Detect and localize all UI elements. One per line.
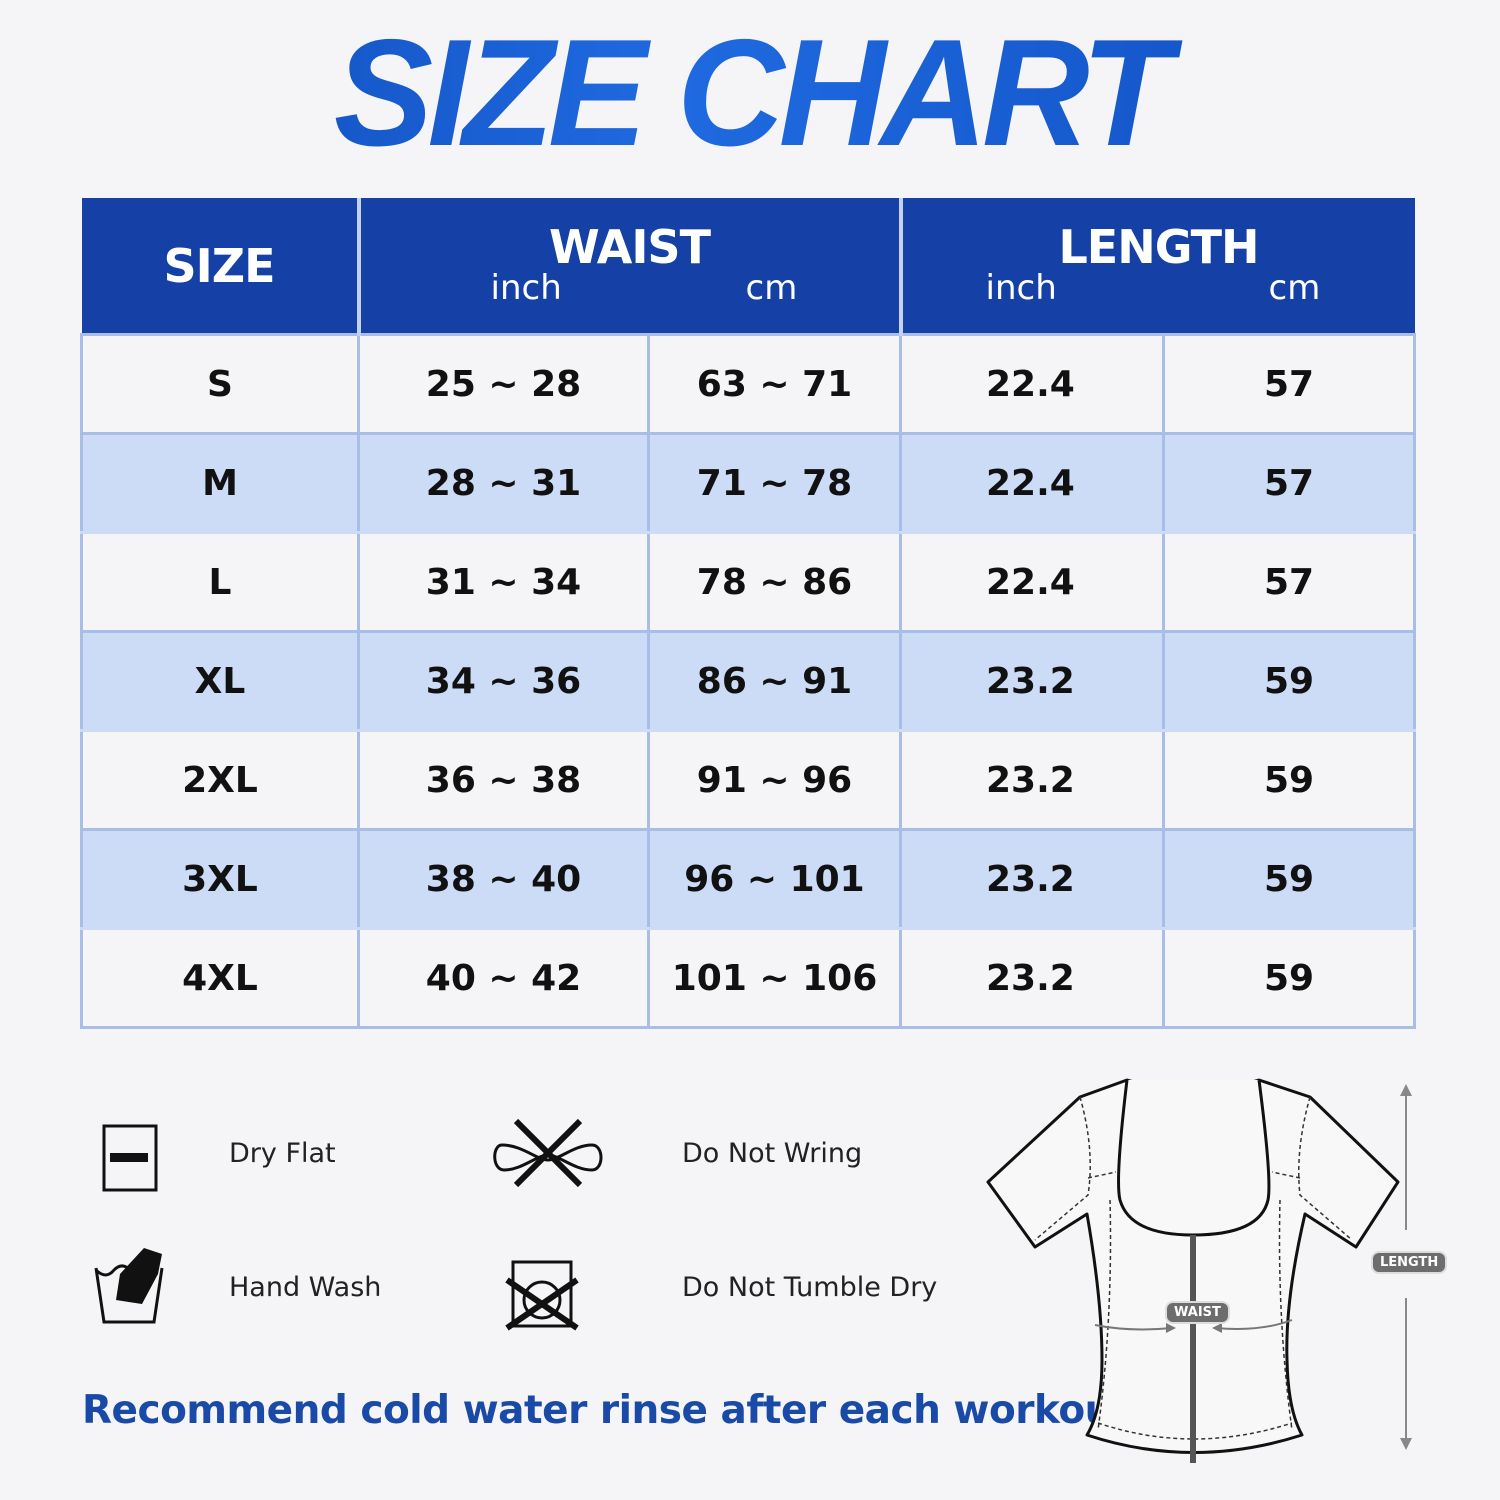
header-size: SIZE [81,198,361,335]
dry-flat-icon [102,1124,158,1192]
do-not-tumble-dry-label: Do Not Tumble Dry [682,1272,938,1303]
cell-waist-cm: 96 ~ 101 [647,828,902,930]
header-length-inch: inch [985,268,1057,308]
do-not-wring-label: Do Not Wring [682,1138,863,1169]
cell-length-cm: 57 [1162,531,1416,633]
cell-length-inch: 23.2 [899,927,1165,1029]
cell-waist-inch: 36 ~ 38 [357,729,650,831]
cell-size: XL [80,630,360,732]
cell-length-inch: 23.2 [899,729,1165,831]
cell-waist-inch: 34 ~ 36 [357,630,650,732]
cell-waist-inch: 31 ~ 34 [357,531,650,633]
table-row: M 28 ~ 31 71 ~ 78 22.4 57 [80,432,1416,534]
table-row: 3XL 38 ~ 40 96 ~ 101 23.2 59 [80,828,1416,930]
header-waist-cm: cm [745,268,798,308]
cell-length-inch: 22.4 [899,333,1165,435]
care-note: Recommend cold water rinse after each wo… [82,1388,1145,1433]
cell-size: 3XL [80,828,360,930]
table-row: L 31 ~ 34 78 ~ 86 22.4 57 [80,531,1416,633]
cell-size: S [80,333,360,435]
cell-waist-cm: 71 ~ 78 [647,432,902,534]
cell-length-inch: 22.4 [899,531,1165,633]
cell-waist-inch: 40 ~ 42 [357,927,650,1029]
cell-waist-inch: 28 ~ 31 [357,432,650,534]
cell-waist-cm: 101 ~ 106 [647,927,902,1029]
do-not-tumble-dry-icon [505,1260,579,1331]
cell-size: M [80,432,360,534]
header-length: LENGTH inch cm [898,198,1415,335]
cell-size: 2XL [80,729,360,831]
cell-waist-cm: 78 ~ 86 [647,531,902,633]
cell-size: L [80,531,360,633]
table-row: 4XL 40 ~ 42 101 ~ 106 23.2 59 [80,927,1416,1029]
cell-waist-inch: 38 ~ 40 [357,828,650,930]
do-not-wring-icon [493,1118,603,1188]
cell-length-cm: 59 [1162,927,1416,1029]
cell-length-cm: 57 [1162,333,1416,435]
hand-wash-label: Hand Wash [229,1272,382,1303]
cell-waist-cm: 86 ~ 91 [647,630,902,732]
table-row: XL 34 ~ 36 86 ~ 91 23.2 59 [80,630,1416,732]
cell-waist-inch: 25 ~ 28 [357,333,650,435]
size-table: SIZE WAIST inch cm LENGTH inch cm S 25 ~ … [80,198,1416,1029]
table-row: 2XL 36 ~ 38 91 ~ 96 23.2 59 [80,729,1416,831]
page-title: SIZE CHART [15,17,1485,169]
cell-waist-cm: 91 ~ 96 [647,729,902,831]
cell-length-inch: 23.2 [899,828,1165,930]
cell-waist-cm: 63 ~ 71 [647,333,902,435]
cell-length-cm: 59 [1162,729,1416,831]
table-row: S 25 ~ 28 63 ~ 71 22.4 57 [80,333,1416,435]
cell-length-cm: 59 [1162,630,1416,732]
length-label: LENGTH [1371,1251,1448,1274]
garment-diagram [986,1078,1412,1463]
cell-length-inch: 23.2 [899,630,1165,732]
waist-label: WAIST [1165,1301,1230,1324]
header-length-cm: cm [1268,268,1321,308]
cell-length-cm: 59 [1162,828,1416,930]
header-waist-inch: inch [490,268,562,308]
cell-size: 4XL [80,927,360,1029]
cell-length-cm: 57 [1162,432,1416,534]
header-waist: WAIST inch cm [356,198,903,335]
table-header: SIZE WAIST inch cm LENGTH inch cm [81,198,1415,335]
cell-length-inch: 22.4 [899,432,1165,534]
hand-wash-icon [94,1248,164,1324]
dry-flat-label: Dry Flat [229,1138,336,1169]
